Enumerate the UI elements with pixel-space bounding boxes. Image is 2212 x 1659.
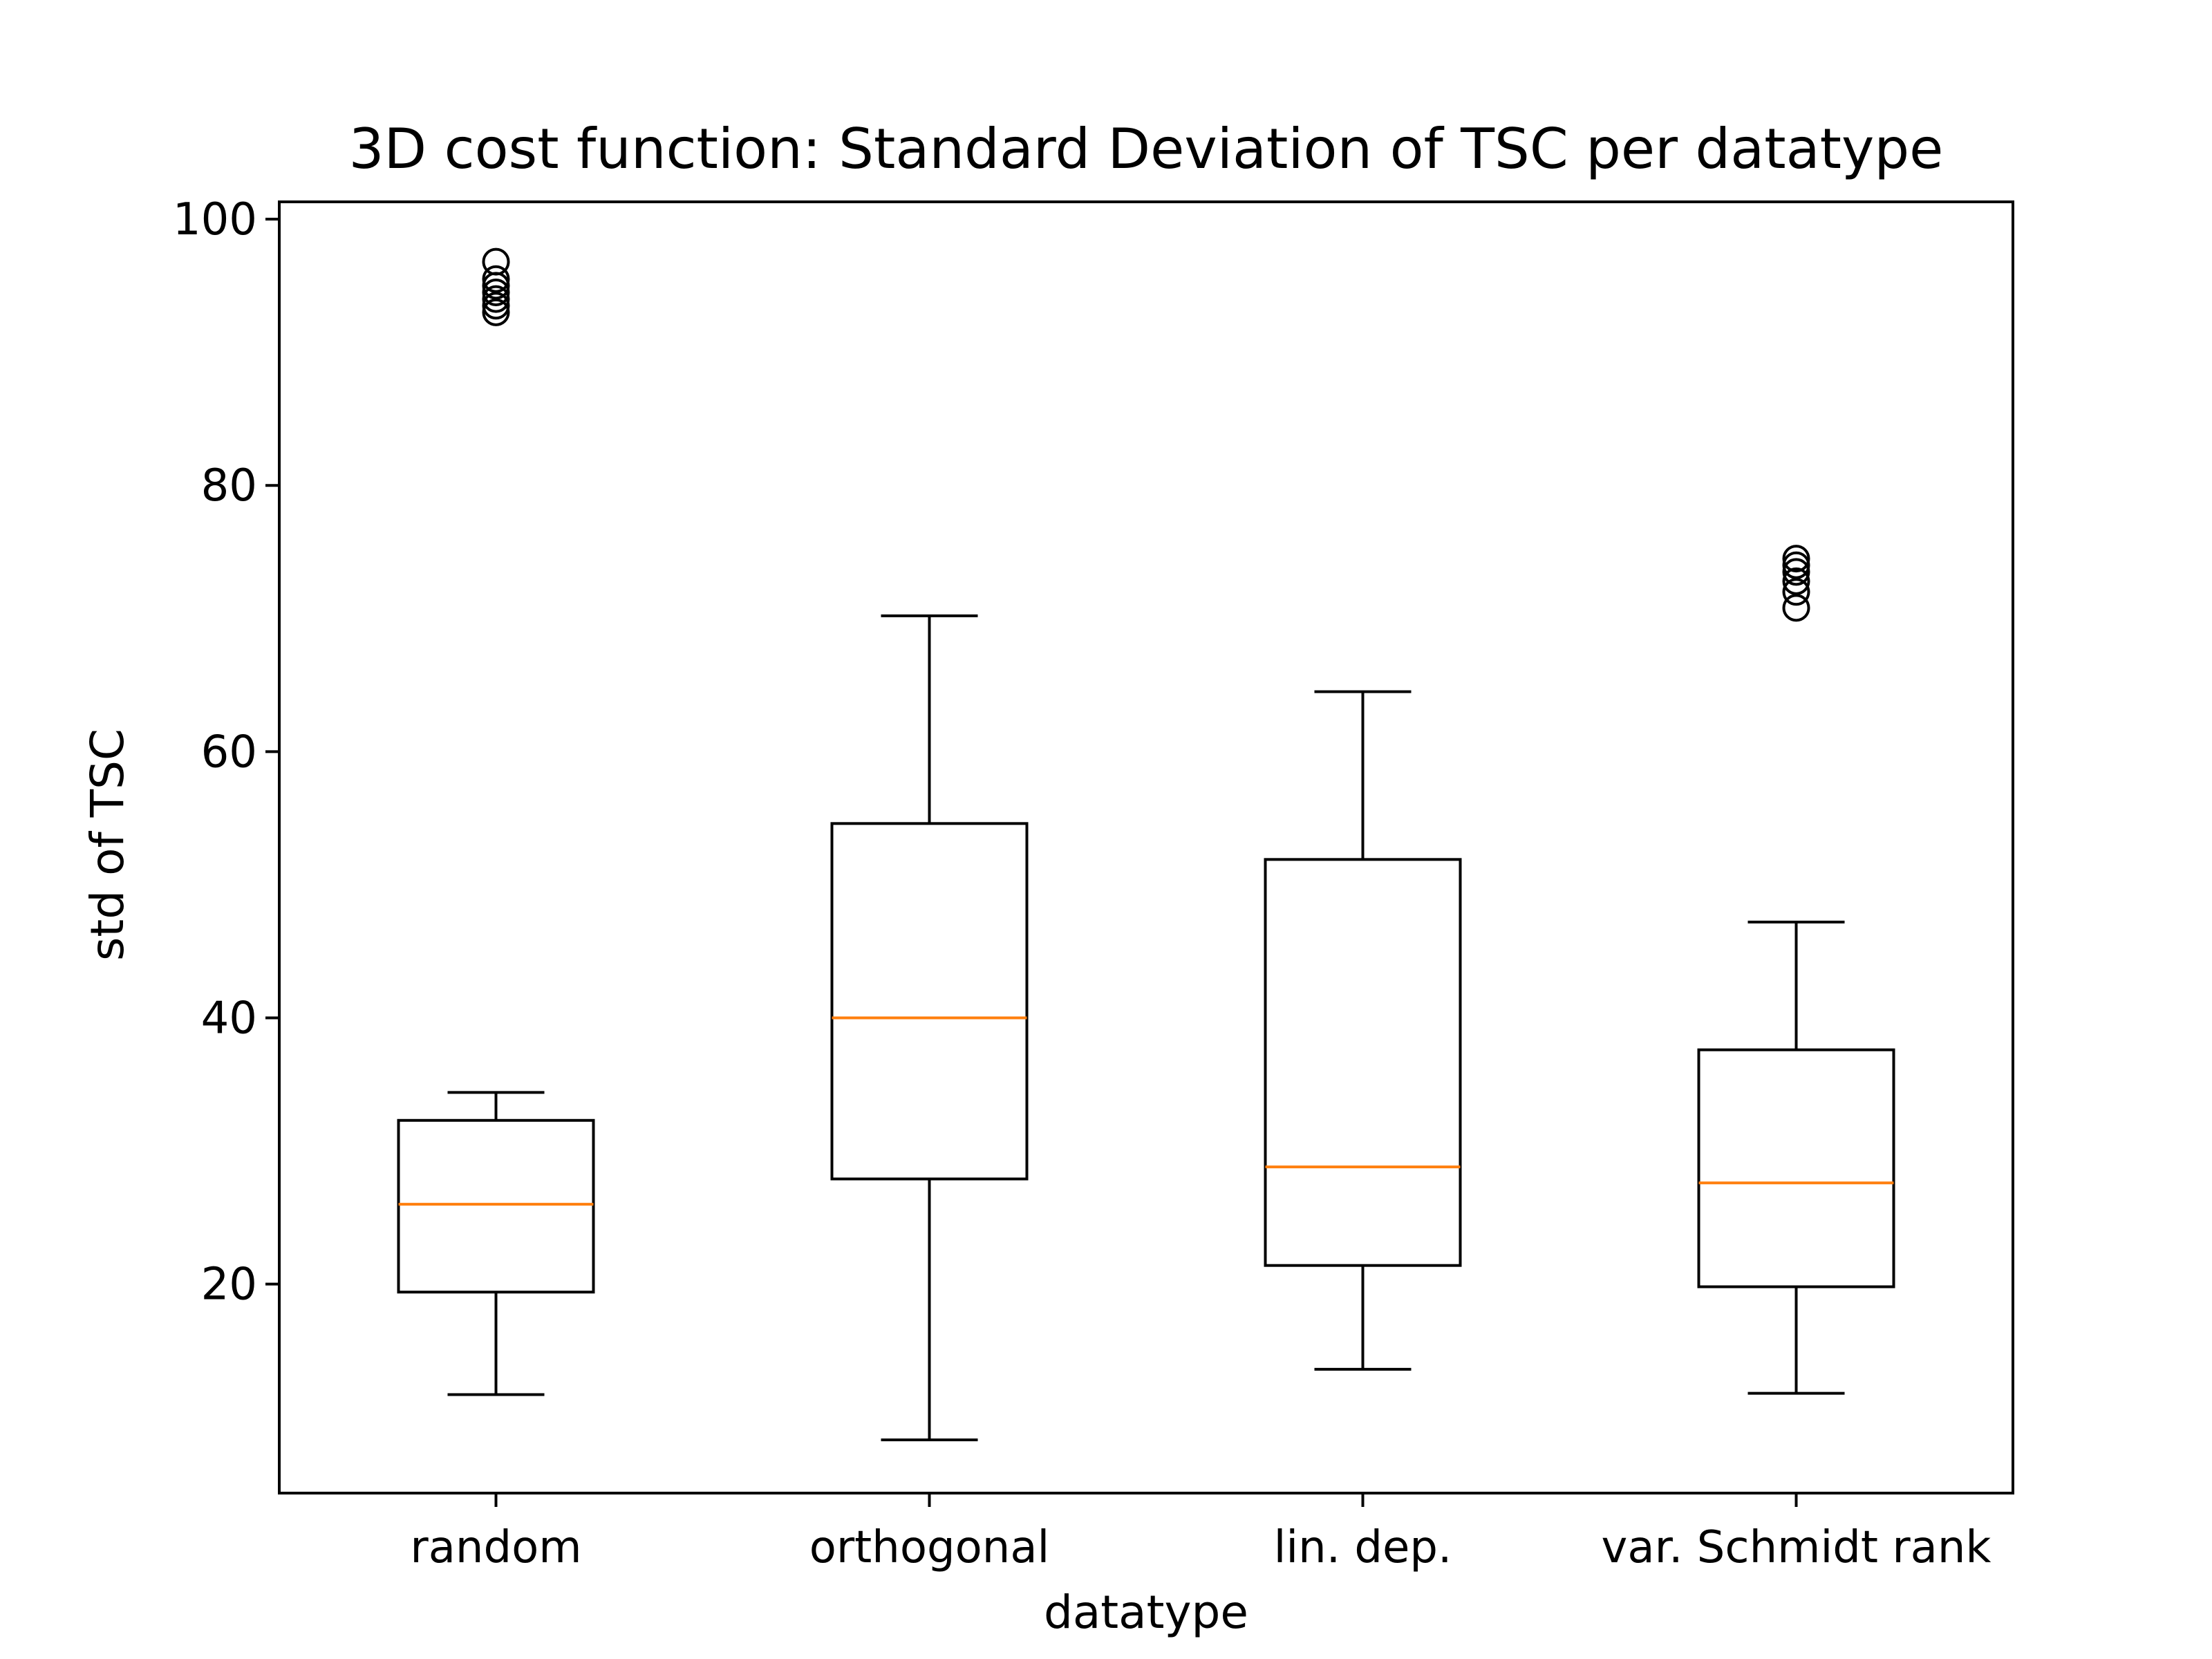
y-tick-label: 40: [201, 993, 257, 1044]
box-2: [830, 614, 1029, 1441]
y-tick-label: 60: [201, 727, 257, 778]
outlier-point: [482, 285, 510, 313]
x-tick-label: lin. dep.: [1274, 1522, 1452, 1573]
y-tick-label: 100: [173, 194, 257, 245]
iqr-box: [1697, 1048, 1895, 1288]
outlier-point: [1782, 551, 1810, 579]
x-tick-label: orthogonal: [809, 1522, 1050, 1573]
outlier-point: [482, 265, 510, 293]
iqr-box: [397, 1118, 595, 1294]
box-4: [1697, 545, 1895, 1395]
outlier-point: [1782, 567, 1810, 595]
iqr-box: [1264, 858, 1462, 1267]
outlier-point: [482, 292, 510, 320]
outlier-point: [482, 298, 510, 326]
y-tick-label: 80: [201, 460, 257, 512]
x-tick-label: random: [410, 1522, 581, 1573]
y-axis-label: std of TSC: [81, 729, 134, 961]
outlier-point: [482, 247, 510, 276]
outlier-point: [1782, 594, 1810, 622]
box-3: [1264, 690, 1462, 1371]
y-axis: 20 40 60 80 100: [173, 194, 279, 1311]
plot-area: [278, 200, 2014, 1494]
x-axis-label: datatype: [1044, 1586, 1248, 1639]
outlier-point: [1782, 545, 1810, 573]
outlier-point: [1782, 578, 1810, 606]
iqr-box: [830, 822, 1029, 1181]
chart-title: 3D cost function: Standard Deviation of …: [349, 117, 1944, 181]
box-1: [397, 247, 595, 1396]
x-axis: random orthogonal lin. dep. var. Schmidt ra…: [410, 1493, 1991, 1573]
x-tick-label: var. Schmidt rank: [1602, 1522, 1991, 1573]
outlier-point: [482, 278, 510, 306]
boxes-group: [397, 247, 1895, 1441]
outlier-point: [1782, 558, 1810, 586]
y-tick-label: 20: [201, 1259, 257, 1311]
